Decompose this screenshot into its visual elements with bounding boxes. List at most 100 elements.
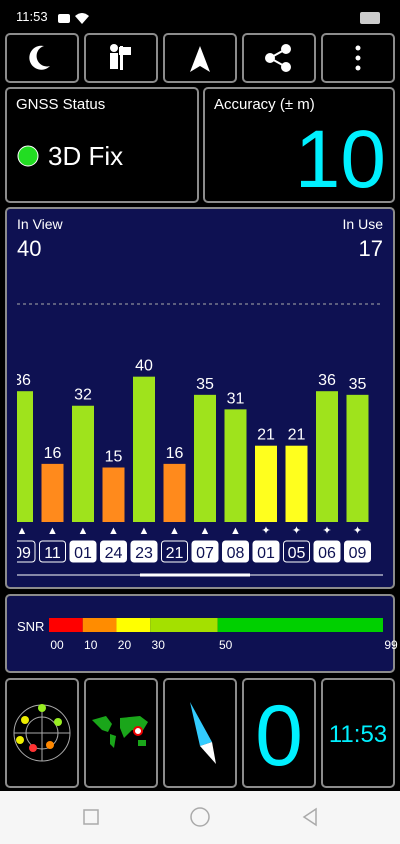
gnss-status-label: GNSS Status bbox=[16, 96, 105, 113]
constellation-marker: ▲ bbox=[108, 525, 119, 537]
home-button[interactable] bbox=[190, 807, 210, 827]
sat-id: 21 bbox=[166, 545, 184, 562]
snr-value-label: 21 bbox=[257, 427, 275, 444]
sat-id-box bbox=[283, 540, 310, 563]
snr-bar bbox=[316, 391, 338, 522]
snr-value-label: 16 bbox=[44, 445, 62, 462]
back-button[interactable] bbox=[302, 807, 317, 827]
recents-button[interactable] bbox=[83, 809, 99, 825]
moon-icon bbox=[29, 45, 50, 70]
radar-icon bbox=[13, 704, 71, 762]
gnss-status-panel bbox=[5, 87, 199, 203]
night-mode-button[interactable] bbox=[5, 33, 79, 83]
snr-bar bbox=[194, 394, 216, 522]
share-icon bbox=[265, 44, 291, 72]
snr-tick-label: 10 bbox=[84, 638, 98, 652]
snr-bar bbox=[41, 463, 64, 522]
constellation-marker: ✦ bbox=[353, 525, 362, 537]
snr-bar bbox=[133, 376, 155, 522]
sign-icon bbox=[110, 44, 131, 70]
constellation-marker: ▲ bbox=[78, 525, 89, 537]
sat-id: 01 bbox=[257, 545, 275, 562]
clock-tile[interactable] bbox=[321, 678, 395, 788]
sat-id-box bbox=[161, 540, 188, 563]
snr-bar bbox=[285, 445, 308, 522]
snr-segment bbox=[217, 618, 383, 632]
compass-icon bbox=[190, 702, 216, 764]
snr-segment bbox=[49, 618, 83, 632]
snr-value-label: 16 bbox=[166, 445, 184, 462]
snr-segment bbox=[116, 618, 151, 632]
speed-tile[interactable] bbox=[242, 678, 316, 788]
snr-bar bbox=[72, 405, 94, 522]
clock-value: 11:53 bbox=[329, 721, 387, 748]
snr-bar bbox=[102, 467, 125, 522]
snr-panel bbox=[5, 594, 395, 673]
share-button[interactable] bbox=[242, 33, 316, 83]
accuracy-label: Accuracy (± m) bbox=[214, 96, 315, 113]
snr-value-label: 35 bbox=[349, 376, 367, 393]
constellation-marker: ✦ bbox=[322, 525, 331, 537]
constellation-marker: ▲ bbox=[47, 525, 58, 537]
bar-area: 36 ▲ 09 16 ▲ 11 32 ▲ 01 15 ▲ 24 40 ▲ 23 16 ▲ 21 35 ▲ 07 31 ▲ 08… bbox=[13, 303, 383, 563]
accuracy-value: 10 bbox=[295, 114, 386, 205]
in-view-label: In View bbox=[17, 216, 64, 232]
sat-id-box bbox=[191, 540, 219, 563]
status-icons bbox=[58, 12, 380, 24]
sat-id-box bbox=[130, 540, 158, 563]
fix-indicator bbox=[17, 145, 39, 167]
sat-id-box bbox=[313, 540, 341, 563]
sat-id: 08 bbox=[227, 545, 245, 562]
sat-id-box bbox=[222, 540, 249, 563]
sat-id: 23 bbox=[135, 545, 153, 562]
snr-value-label: 36 bbox=[318, 372, 336, 389]
snr-tick-label: 30 bbox=[152, 638, 166, 652]
sat-id: 06 bbox=[318, 545, 336, 562]
in-use-value: 17 bbox=[359, 236, 383, 261]
snr-tick-label: 99 bbox=[384, 638, 398, 652]
sat-id-box bbox=[252, 540, 280, 563]
constellation-marker: ▲ bbox=[17, 525, 28, 537]
in-view-value: 40 bbox=[17, 236, 41, 261]
bottom-row: 0 11:53 bbox=[5, 678, 395, 788]
sat-id: 11 bbox=[44, 545, 61, 562]
snr-value-label: 31 bbox=[227, 390, 245, 407]
sat-id-box bbox=[39, 540, 66, 563]
menu-icon bbox=[355, 45, 361, 71]
snr-tick-label: 00 bbox=[50, 638, 64, 652]
snr-bar bbox=[224, 409, 247, 522]
snr-value-label: 36 bbox=[13, 372, 31, 389]
sat-id: 01 bbox=[74, 545, 92, 562]
constellation-marker: ▲ bbox=[230, 525, 241, 537]
nav-bar bbox=[0, 791, 400, 844]
snr-value-label: 32 bbox=[74, 387, 92, 404]
in-use-label: In Use bbox=[343, 216, 384, 232]
sat-id: 07 bbox=[196, 545, 214, 562]
snr-value-label: 40 bbox=[135, 358, 153, 375]
constellation-marker: ▲ bbox=[169, 525, 180, 537]
sat-id: 09 bbox=[349, 545, 367, 562]
sat-id: 09 bbox=[13, 545, 31, 562]
constellation-marker: ✦ bbox=[292, 525, 301, 537]
snr-segment bbox=[150, 618, 218, 632]
map-tile[interactable] bbox=[84, 678, 158, 788]
toolbar bbox=[5, 33, 395, 83]
snr-value-label: 35 bbox=[196, 376, 214, 393]
fix-status: 3D Fix bbox=[48, 141, 123, 171]
sat-id-box bbox=[69, 540, 97, 563]
snr-tick-label: 50 bbox=[219, 638, 233, 652]
constellation-marker: ✦ bbox=[261, 525, 270, 537]
snr-bar bbox=[255, 445, 277, 522]
arrow-icon bbox=[190, 46, 210, 72]
snr-value-label: 15 bbox=[105, 449, 123, 466]
snr-bar bbox=[346, 394, 369, 522]
sat-id-box bbox=[344, 540, 371, 563]
map-icon bbox=[92, 716, 148, 748]
accuracy-panel bbox=[203, 87, 395, 203]
sat-id-box bbox=[100, 540, 127, 563]
snr-scale: 00 10 20 30 50 99 bbox=[49, 618, 398, 652]
constellation-marker: ▲ bbox=[200, 525, 211, 537]
sat-id: 05 bbox=[288, 545, 306, 562]
